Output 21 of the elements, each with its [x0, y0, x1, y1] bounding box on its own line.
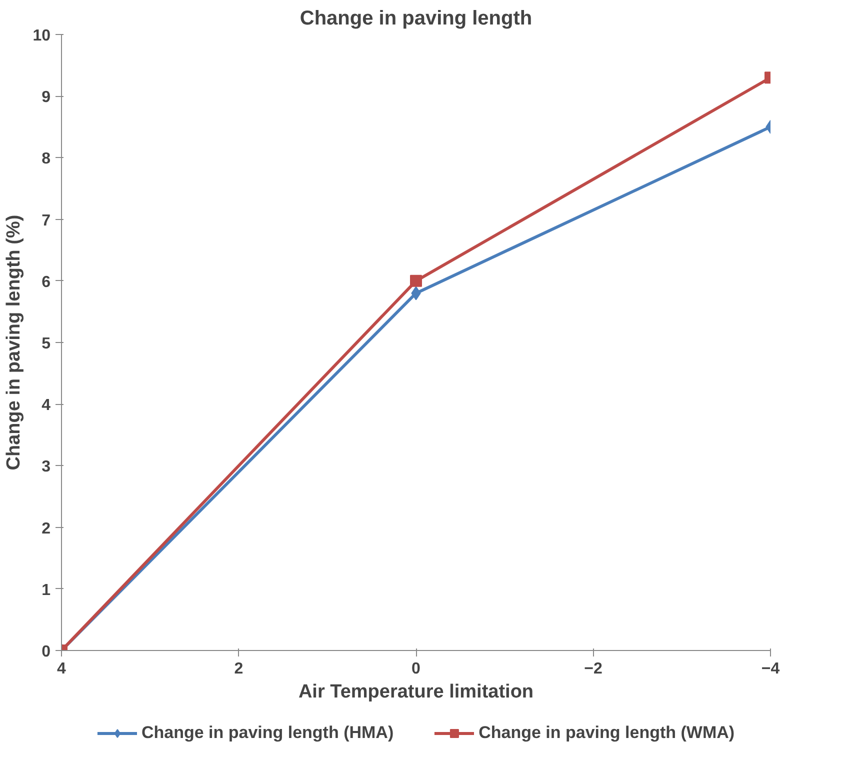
x-tick-label: −4: [761, 660, 780, 678]
y-tick-label: 5: [42, 336, 51, 352]
x-tick-label: −2: [584, 660, 602, 678]
x-tick-label: 0: [412, 660, 421, 678]
y-tick-label: 2: [42, 520, 51, 538]
x-tick-label: 4: [57, 660, 66, 678]
y-tick-label: 4: [42, 397, 51, 414]
y-tick-label: 10: [32, 28, 51, 44]
legend-label: Change in paving length (WMA): [478, 722, 735, 742]
x-tick-label: 2: [234, 660, 244, 678]
y-tick-label: 7: [42, 212, 51, 230]
y-axis-title: Change in paving length (%): [4, 214, 25, 470]
y-tick-label: 8: [42, 150, 51, 168]
legend-label: Change in paving length (HMA): [141, 722, 394, 742]
chart-title: Change in paving length: [300, 8, 532, 30]
y-tick-label: 3: [42, 458, 51, 476]
x-axis-title: Air Temperature limitation: [298, 682, 534, 702]
y-tick-label: 9: [42, 89, 51, 106]
y-tick-label: 0: [42, 644, 51, 660]
y-tick-label: 1: [42, 582, 51, 599]
y-tick-label: 6: [42, 274, 51, 291]
